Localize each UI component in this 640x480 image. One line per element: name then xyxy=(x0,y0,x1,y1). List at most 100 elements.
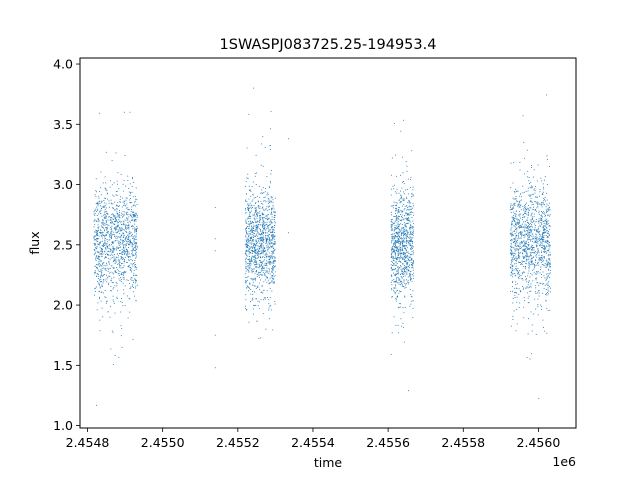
data-point xyxy=(131,208,132,210)
data-point xyxy=(248,218,250,220)
data-point xyxy=(123,240,125,242)
data-point xyxy=(253,268,255,270)
data-point xyxy=(262,250,264,252)
data-point xyxy=(411,246,413,248)
data-point xyxy=(540,240,542,242)
data-point xyxy=(540,215,542,217)
data-point xyxy=(406,223,408,224)
data-point xyxy=(268,241,270,243)
data-point xyxy=(528,282,529,283)
data-point xyxy=(103,214,105,216)
data-point xyxy=(111,251,113,253)
data-point xyxy=(531,225,532,227)
data-point xyxy=(116,205,118,207)
data-point xyxy=(249,261,251,262)
data-point xyxy=(250,236,252,238)
data-point xyxy=(247,218,248,220)
data-point xyxy=(119,242,121,244)
data-point xyxy=(510,290,511,292)
data-point xyxy=(135,198,137,200)
data-point xyxy=(408,219,410,221)
data-point xyxy=(251,233,253,235)
data-point xyxy=(537,240,539,242)
data-point xyxy=(268,260,270,262)
data-point xyxy=(128,264,130,266)
data-point xyxy=(104,223,106,225)
data-point xyxy=(513,217,515,219)
data-point xyxy=(519,225,521,226)
data-point xyxy=(111,214,113,216)
data-point xyxy=(118,356,120,358)
data-point xyxy=(266,239,268,241)
data-point xyxy=(396,225,398,227)
data-point xyxy=(535,277,537,279)
data-point xyxy=(104,206,106,208)
data-point xyxy=(104,289,106,291)
data-point xyxy=(134,252,136,254)
data-point xyxy=(261,252,263,254)
data-point xyxy=(535,230,537,232)
data-point xyxy=(398,283,400,285)
data-point xyxy=(531,229,533,231)
data-point xyxy=(264,254,266,256)
data-point xyxy=(256,220,258,222)
data-point xyxy=(397,273,399,275)
data-point xyxy=(522,242,524,244)
data-point xyxy=(406,240,408,242)
data-point xyxy=(254,305,256,307)
data-point xyxy=(406,235,408,237)
data-point xyxy=(529,226,531,228)
data-point xyxy=(538,290,540,292)
data-point xyxy=(132,220,134,221)
data-point xyxy=(519,217,521,219)
data-point xyxy=(111,254,113,256)
data-point xyxy=(249,266,251,268)
data-point xyxy=(95,235,97,237)
data-point xyxy=(402,181,403,183)
data-point xyxy=(124,252,126,254)
data-point xyxy=(399,199,400,201)
data-point xyxy=(105,244,107,246)
data-point xyxy=(103,206,104,208)
data-point xyxy=(93,226,95,228)
data-point xyxy=(247,269,249,271)
data-point xyxy=(398,252,400,254)
data-point xyxy=(524,300,526,302)
data-point xyxy=(135,254,137,256)
data-point xyxy=(115,270,117,272)
data-point xyxy=(518,271,520,273)
data-point xyxy=(524,216,525,218)
data-point xyxy=(266,247,268,249)
data-point xyxy=(248,251,250,253)
data-point xyxy=(405,196,407,198)
data-point xyxy=(133,220,135,222)
data-point xyxy=(398,242,400,244)
data-point xyxy=(540,259,542,261)
data-point xyxy=(542,212,544,214)
data-point xyxy=(104,216,106,218)
data-point xyxy=(253,255,255,257)
data-point xyxy=(112,241,114,243)
data-point xyxy=(274,259,275,261)
data-point xyxy=(546,245,548,247)
data-point xyxy=(133,211,135,213)
data-point xyxy=(124,225,126,227)
data-point xyxy=(116,211,118,213)
data-point xyxy=(412,203,414,205)
data-point xyxy=(247,203,249,205)
data-point xyxy=(395,235,397,237)
data-point xyxy=(252,294,254,296)
data-point xyxy=(130,250,132,252)
data-point xyxy=(402,276,404,277)
data-point xyxy=(531,247,533,248)
data-point xyxy=(412,212,414,213)
data-point xyxy=(527,255,529,257)
data-point xyxy=(527,292,529,294)
data-point xyxy=(410,278,412,280)
data-point xyxy=(260,274,262,276)
data-point xyxy=(510,187,512,189)
data-point xyxy=(113,260,114,262)
data-point xyxy=(524,212,525,214)
data-point xyxy=(531,330,533,332)
